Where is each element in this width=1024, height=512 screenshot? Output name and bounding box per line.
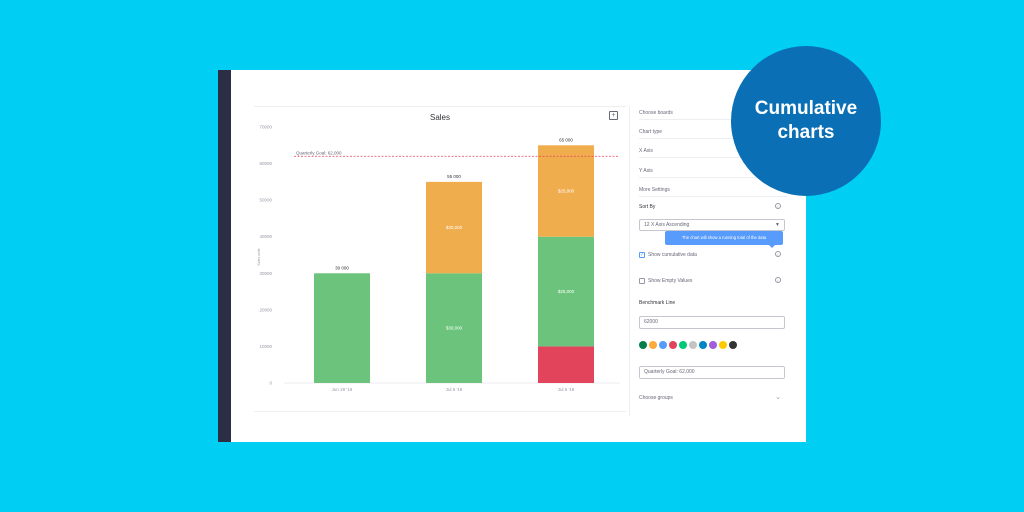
color-swatch[interactable] <box>659 341 667 349</box>
sort-by-select[interactable]: 12 X Axis Ascending ▼ <box>639 219 785 231</box>
badge-line-1: Cumulative <box>754 98 858 119</box>
segment-label: $30,000 <box>446 326 463 331</box>
sort-order-icon: 12 <box>644 222 650 228</box>
cumulative-info-icon[interactable]: i <box>775 251 781 257</box>
cumulative-checkbox[interactable]: ✓ <box>639 252 645 258</box>
chevron-down-icon: ▼ <box>775 222 780 228</box>
x-tick-label: Jul 5 '18 <box>446 387 463 392</box>
y-tick-label: 0 <box>269 381 272 386</box>
y-tick-label: 70000 <box>259 125 272 130</box>
color-swatch[interactable] <box>689 341 697 349</box>
chart-panel: Sales + 0 10000 20000 30000 40000 50000 60000 7… <box>254 106 626 412</box>
cumulative-charts-badge: Cumulative charts <box>731 46 881 196</box>
bar-segment[interactable] <box>426 273 482 383</box>
chart-settings-panel: Choose boards Chart type X Axis Y Axis M… <box>629 106 787 416</box>
app-window: Sales + 0 10000 20000 30000 40000 50000 60000 7… <box>218 70 806 442</box>
bar-segment[interactable] <box>314 273 370 383</box>
x-tick-label: Jun 29 '18 <box>332 387 353 392</box>
choose-boards-label: Choose boards <box>639 110 673 116</box>
color-swatches <box>639 341 737 349</box>
color-swatch[interactable] <box>719 341 727 349</box>
chart-canvas: 0 10000 20000 30000 40000 50000 60000 70000 Sale… <box>257 125 620 392</box>
choose-boards-row[interactable]: Choose boards <box>639 106 787 120</box>
x-axis-label: X Axis <box>639 148 653 154</box>
segment-label: $25,000 <box>558 289 575 294</box>
y-tick-label: 20000 <box>259 307 272 312</box>
sort-by-value: X Axis Ascending <box>650 222 690 228</box>
segment-label: $30,000 <box>446 225 463 230</box>
color-swatch[interactable] <box>679 341 687 349</box>
y-tick-label: 30000 <box>259 271 272 276</box>
color-swatch[interactable] <box>729 341 737 349</box>
sort-by-heading: Sort By <box>639 204 656 210</box>
benchmark-heading: Benchmark Line <box>639 300 676 306</box>
show-empty-label: Show Empty Values <box>648 278 693 284</box>
benchmark-label-input[interactable]: Quarterly Goal: 62,000 <box>639 366 785 379</box>
y-tick-label: 10000 <box>259 344 272 349</box>
color-swatch[interactable] <box>709 341 717 349</box>
x-axis-row[interactable]: X Axis <box>639 144 787 158</box>
color-swatch[interactable] <box>649 341 657 349</box>
left-sidebar <box>218 70 231 442</box>
show-empty-checkbox[interactable] <box>639 278 645 284</box>
cumulative-tooltip: The chart will show a running total of t… <box>665 231 783 248</box>
cumulative-label: Show cumulative data <box>648 252 697 258</box>
color-swatch[interactable] <box>699 341 707 349</box>
y-tick-label: 50000 <box>259 198 272 203</box>
color-swatch[interactable] <box>669 341 677 349</box>
chart-type-label: Chart type <box>639 129 663 135</box>
chart-type-row[interactable]: Chart type <box>639 125 787 139</box>
segment-label: $25,000 <box>558 189 575 194</box>
sort-info-icon[interactable]: i <box>775 203 781 209</box>
bar-segment[interactable] <box>538 346 594 383</box>
more-settings-label: More Settings <box>639 187 670 193</box>
bar-segment[interactable] <box>538 145 594 237</box>
badge-line-2: charts <box>777 122 835 143</box>
bar-segment[interactable] <box>426 181 482 274</box>
choose-groups-row[interactable]: Choose groups ⌄ <box>639 391 787 405</box>
x-tick-label: Jul 5 '18 <box>558 387 575 392</box>
more-settings-row[interactable]: More Settings <box>639 183 787 197</box>
chevron-down-icon: ⌄ <box>775 394 781 401</box>
y-axis-title: Sales units <box>257 248 261 265</box>
show-empty-info-icon[interactable]: i <box>775 277 781 283</box>
color-swatch[interactable] <box>639 341 647 349</box>
benchmark-label: Quarterly Goal: 62,000 <box>296 150 342 155</box>
y-axis-label: Y Axis <box>639 168 653 174</box>
y-tick-label: 60000 <box>259 161 272 166</box>
choose-groups-label: Choose groups <box>639 395 673 401</box>
y-tick-label: 40000 <box>259 234 272 239</box>
bar-total-label: 30 000 <box>335 265 349 270</box>
benchmark-value-input[interactable]: 62000 <box>639 316 785 329</box>
chart-title: Sales <box>429 113 450 122</box>
bar-total-label: 65 000 <box>559 137 573 142</box>
y-axis-row[interactable]: Y Axis <box>639 164 787 178</box>
bar-total-label: 55 000 <box>447 174 461 179</box>
bar-segment[interactable] <box>538 236 594 347</box>
expand-icon[interactable]: + <box>609 111 618 120</box>
